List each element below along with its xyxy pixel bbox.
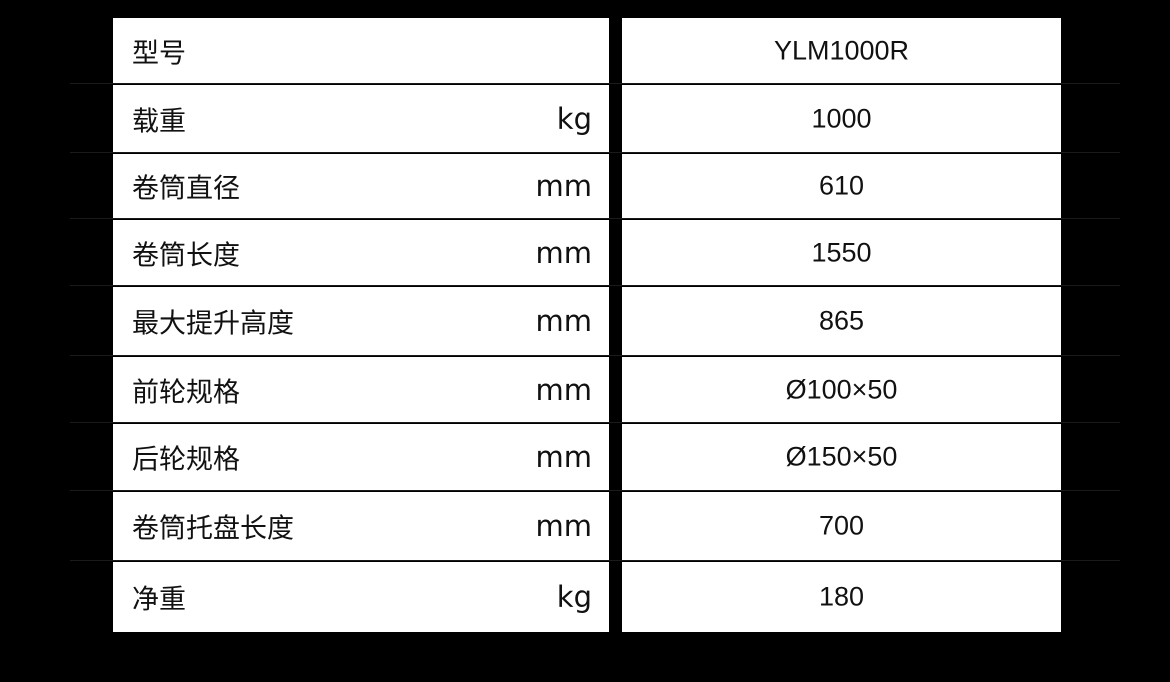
label-cell: 后轮规格 mm (113, 424, 609, 490)
spec-unit: kg (556, 580, 592, 614)
spec-value: 180 (818, 581, 865, 612)
label-cell: 前轮规格 mm (113, 357, 609, 422)
spec-unit: mm (535, 440, 593, 474)
spec-label: 卷筒直径 (132, 173, 240, 205)
table-row: 载重 kg 1000 (0, 85, 1170, 154)
spec-label: 卷筒长度 (132, 240, 240, 271)
table-row: 最大提升高度 mm 865 (0, 287, 1170, 357)
spec-value: 1000 (811, 103, 872, 133)
spec-label: 最大提升高度 (132, 308, 294, 340)
value-cell: YLM1000R (622, 18, 1061, 83)
value-cell: 700 (622, 492, 1061, 560)
value-cell: 180 (622, 562, 1061, 632)
spec-label: 前轮规格 (132, 377, 240, 408)
spec-value: Ø150×50 (785, 441, 898, 472)
spec-unit: mm (535, 372, 593, 407)
value-cell: 1550 (622, 220, 1061, 285)
table-row: 卷筒托盘长度 mm 700 (0, 492, 1170, 562)
label-cell: 净重 kg (113, 562, 609, 632)
spec-label: 后轮规格 (132, 444, 240, 476)
spec-value: 610 (818, 170, 865, 201)
spec-unit: kg (556, 101, 592, 136)
spec-value: 700 (818, 510, 865, 541)
row-divider (70, 218, 1120, 219)
label-cell: 卷筒直径 mm (113, 154, 609, 218)
label-cell: 最大提升高度 mm (113, 287, 609, 355)
value-cell: 865 (622, 287, 1061, 355)
label-cell: 卷筒长度 mm (113, 220, 609, 285)
spec-unit: mm (535, 509, 593, 543)
table-row: 卷筒直径 mm 610 (0, 154, 1170, 220)
value-cell: 610 (622, 154, 1061, 218)
spec-label: 载重 (132, 106, 186, 137)
table-row: 卷筒长度 mm 1550 (0, 220, 1170, 287)
row-divider (70, 285, 1120, 286)
row-divider (70, 152, 1120, 153)
table-row: 净重 kg 180 (0, 562, 1170, 634)
spec-label: 卷筒托盘长度 (132, 513, 294, 545)
table-row: 后轮规格 mm Ø150×50 (0, 424, 1170, 492)
row-divider (70, 490, 1120, 491)
row-divider (70, 83, 1120, 84)
spec-value: 1550 (811, 237, 872, 267)
row-divider (70, 355, 1120, 356)
spec-value: Ø100×50 (785, 374, 898, 404)
table-row: 型号 YLM1000R (0, 18, 1170, 85)
spec-unit: mm (535, 235, 593, 270)
row-divider (70, 422, 1120, 423)
row-divider (70, 560, 1120, 561)
label-cell: 卷筒托盘长度 mm (113, 492, 609, 560)
value-cell: Ø100×50 (622, 357, 1061, 422)
spec-value: YLM1000R (773, 35, 910, 65)
label-cell: 型号 (113, 18, 609, 83)
spec-unit: mm (535, 304, 593, 338)
spec-value: 865 (818, 305, 865, 336)
value-cell: Ø150×50 (622, 424, 1061, 490)
spec-label: 净重 (132, 584, 186, 616)
spec-label: 型号 (132, 38, 186, 69)
label-cell: 载重 kg (113, 85, 609, 152)
value-cell: 1000 (622, 85, 1061, 152)
spec-unit: mm (535, 169, 593, 203)
table-row: 前轮规格 mm Ø100×50 (0, 357, 1170, 424)
